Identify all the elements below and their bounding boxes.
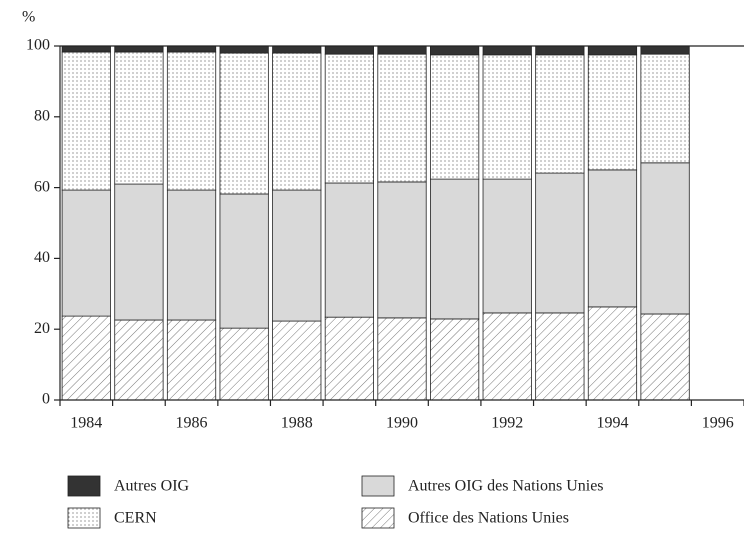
bar-segment xyxy=(219,45,269,54)
bar-segment xyxy=(166,319,217,401)
bar-segment xyxy=(377,45,427,55)
bar-segment xyxy=(61,51,111,191)
x-tick-label: 1996 xyxy=(702,415,734,432)
x-tick-label: 1986 xyxy=(176,415,208,432)
bar-segment xyxy=(587,169,638,308)
bar-segment xyxy=(166,189,217,321)
legend-label: Office des Nations Unies xyxy=(408,510,569,527)
bar-segment xyxy=(166,45,217,53)
bar-segment xyxy=(377,53,427,183)
legend-label: Autres OIG xyxy=(114,478,190,495)
bar-segment xyxy=(272,189,322,322)
bar-segment xyxy=(640,162,690,315)
bar-segment xyxy=(430,318,480,401)
bar-segment xyxy=(430,54,480,180)
bar-segment xyxy=(272,320,322,401)
bar-segment xyxy=(324,45,374,55)
bar-segment xyxy=(535,312,585,401)
legend-swatch xyxy=(67,507,101,529)
x-tick-label: 1992 xyxy=(491,415,523,432)
bar-segment xyxy=(482,178,532,314)
legend-swatch xyxy=(67,475,101,497)
bar-segment xyxy=(640,313,690,401)
bar-segment xyxy=(640,53,690,164)
bar-segment xyxy=(114,51,164,185)
y-tick-label: 20 xyxy=(34,320,50,337)
legend-label: Autres OIG des Nations Unies xyxy=(408,478,604,495)
y-tick-label: 0 xyxy=(42,391,50,408)
bar-segment xyxy=(640,45,690,55)
y-tick-label: 100 xyxy=(26,37,50,54)
bar-segment xyxy=(430,178,480,320)
bar-segment xyxy=(114,183,164,321)
bar-segment xyxy=(114,45,164,53)
x-tick-label: 1994 xyxy=(596,415,628,432)
bar-segment xyxy=(587,45,638,56)
bar-segment xyxy=(535,172,585,314)
bar-segment xyxy=(219,193,269,329)
bar-segment xyxy=(61,189,111,317)
y-tick-label: 60 xyxy=(34,178,50,195)
bar-segment xyxy=(587,54,638,171)
bar-segment xyxy=(377,181,427,319)
x-tick-label: 1988 xyxy=(281,415,313,432)
y-tick-label: 80 xyxy=(34,107,50,124)
bar-segment xyxy=(272,45,322,54)
x-tick-label: 1990 xyxy=(386,415,418,432)
legend-label: CERN xyxy=(114,510,157,527)
bar-segment xyxy=(272,52,322,191)
legend-swatch xyxy=(361,507,395,529)
bar-segment xyxy=(61,45,111,53)
legend-swatch xyxy=(361,475,395,497)
bar-segment xyxy=(482,312,532,401)
y-tick-label: 40 xyxy=(34,249,50,266)
bar-segment xyxy=(324,182,374,318)
y-axis-label: % xyxy=(22,9,35,26)
bar-segment xyxy=(324,316,374,401)
bar-segment xyxy=(587,306,638,401)
bar-segment xyxy=(535,54,585,174)
x-tick-label: 1984 xyxy=(70,415,102,432)
bar-segment xyxy=(430,45,480,56)
bar-segment xyxy=(482,54,532,180)
bar-segment xyxy=(219,327,269,401)
bar-segment xyxy=(61,315,111,401)
bar-segment xyxy=(324,53,374,184)
bar-segment xyxy=(166,51,217,191)
bar-segment xyxy=(535,45,585,56)
bar-segment xyxy=(377,317,427,401)
bar-segment xyxy=(482,45,532,56)
bar-segment xyxy=(114,319,164,401)
bar-segment xyxy=(219,52,269,195)
